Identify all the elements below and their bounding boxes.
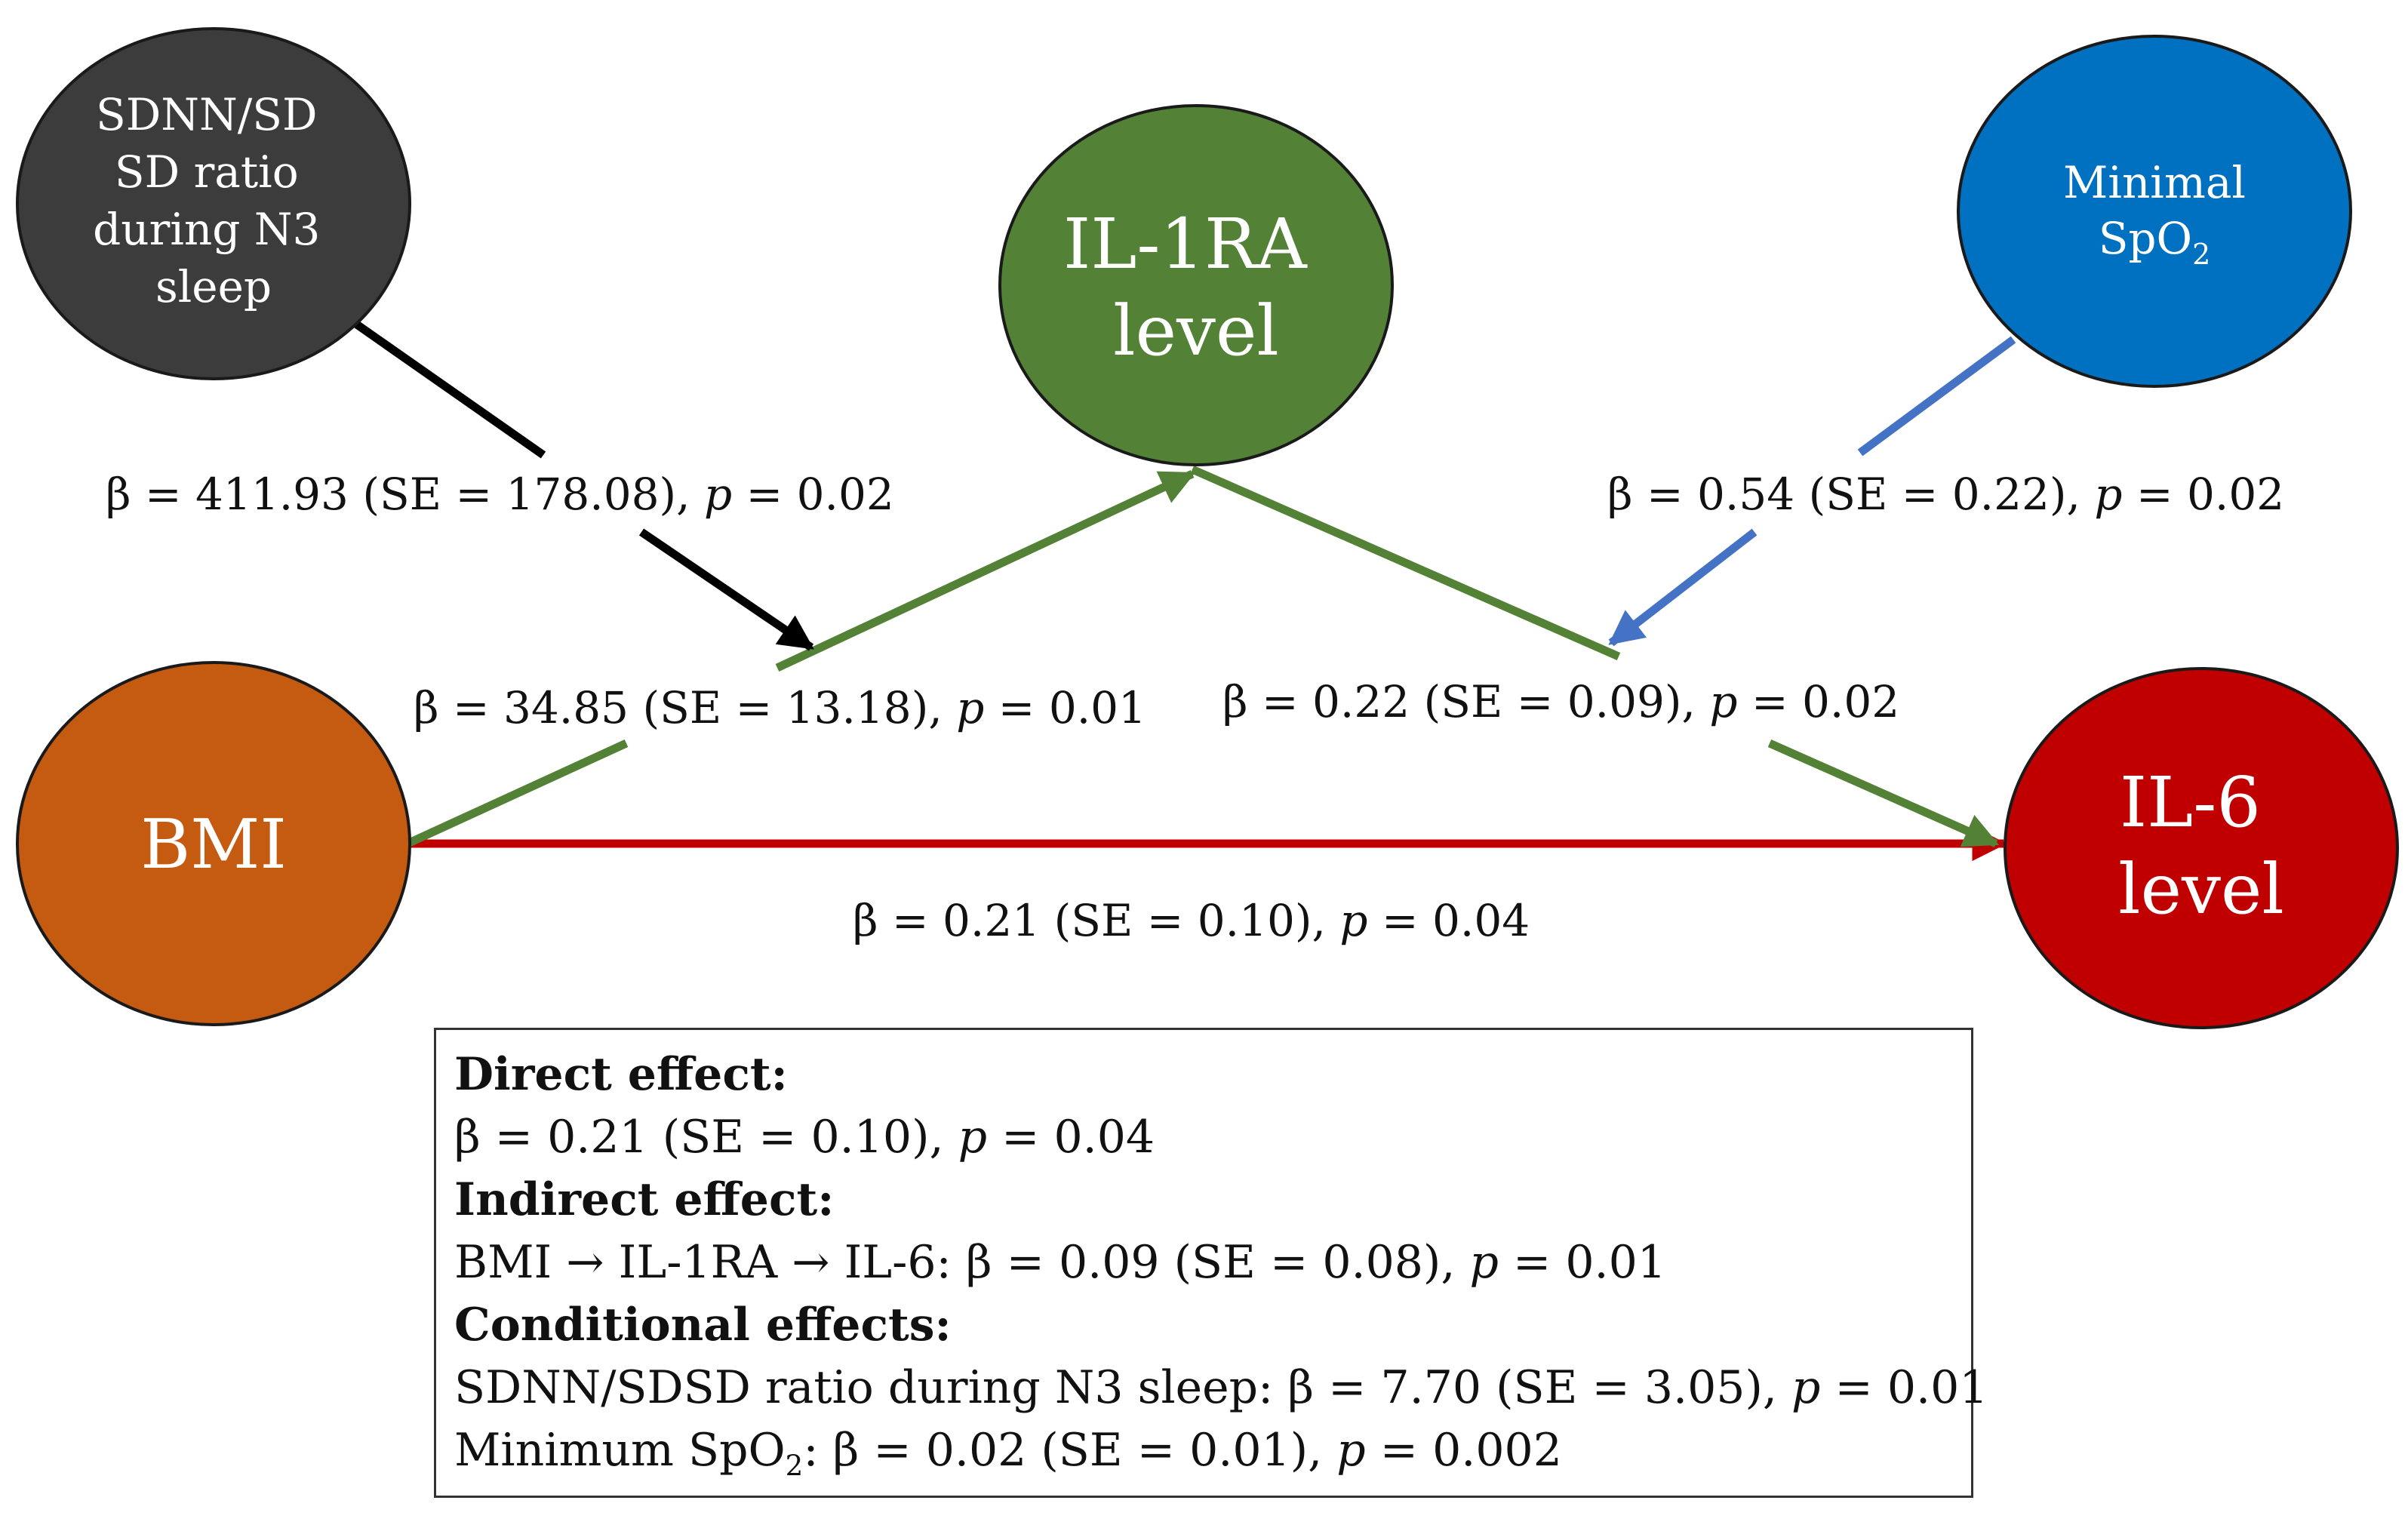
sdnn-moderator-label: β = 411.93 (SE = 178.08), p = 0.02 [106,469,894,520]
il1ra-label-line-2: level [1113,291,1279,371]
sdnn-label-line-1: SDNN/SD [96,89,318,140]
sdnn-label-line-4: sleep [155,261,272,312]
direct-effect-heading: Direct effect: [454,1048,788,1101]
sdnn-label-line-2: SD ratio [115,146,299,198]
spo2-moderator-arrow-seg1 [1857,336,2016,457]
il6-node [2004,667,2399,1029]
il6-node-label: IL-6 level [2118,762,2284,930]
bmi-to-il1ra-arrow-seg1 [405,739,629,847]
effects-summary-box: Direct effect: β = 0.21 (SE = 0.10), p =… [434,1028,1988,1498]
conditional-effect-spo2: Minimum SpO2: β = 0.02 (SE = 0.01), p = … [454,1424,1562,1482]
il1ra-label-line-1: IL-1RA [1063,204,1308,284]
spo2-label-base: SpO [2099,213,2192,264]
il6-label-line-2: level [2118,849,2284,930]
sdnn-moderator-arrow-seg2 [638,528,814,651]
il1ra-node [998,104,1394,466]
bmi-to-il1ra-label: β = 34.85 (SE = 13.18), p = 0.01 [414,682,1146,733]
il1ra-node-label: IL-1RA level [1063,204,1329,371]
direct-effect-label: β = 0.21 (SE = 0.10), p = 0.04 [853,895,1530,946]
il1ra-to-il6-arrow-seg2 [1767,739,2000,848]
conditional-effects-heading: Conditional effects: [454,1299,952,1351]
bmi-to-il1ra-arrow-seg2 [775,470,1196,672]
conditional-effect-sdnn: SDNN/SDSD ratio during N3 sleep: β = 7.7… [454,1361,1988,1414]
il1ra-to-il6-label: β = 0.22 (SE = 0.09), p = 0.02 [1222,676,1899,727]
sdnn-node [16,27,411,380]
indirect-effect-heading: Indirect effect: [454,1173,835,1226]
il6-label-line-1: IL-6 [2120,762,2261,843]
bmi-node-label: BMI [140,805,287,884]
sdnn-node-label: SDNN/SD SD ratio during N3 sleep [93,89,334,312]
spo2-node [1957,35,2352,388]
spo2-label-subscript: 2 [2192,238,2210,271]
spo2-moderator-label: β = 0.54 (SE = 0.22), p = 0.02 [1607,469,2284,520]
spo2-node-label-line-1: Minimal [2063,157,2246,208]
sdnn-moderator-arrow-seg1 [352,319,546,459]
bmi-node [16,661,411,1026]
spo2-node-label-line-2: SpO2 [2099,213,2211,271]
spo2-moderator-arrow-seg2 [1608,528,1758,647]
sdnn-label-line-3: during N3 [93,204,320,255]
indirect-effect-value: BMI → IL-1RA → IL-6: β = 0.09 (SE = 0.08… [454,1236,1666,1289]
il1ra-to-il6-arrow-seg1 [1190,465,1621,661]
direct-effect-value: β = 0.21 (SE = 0.10), p = 0.04 [454,1111,1155,1164]
